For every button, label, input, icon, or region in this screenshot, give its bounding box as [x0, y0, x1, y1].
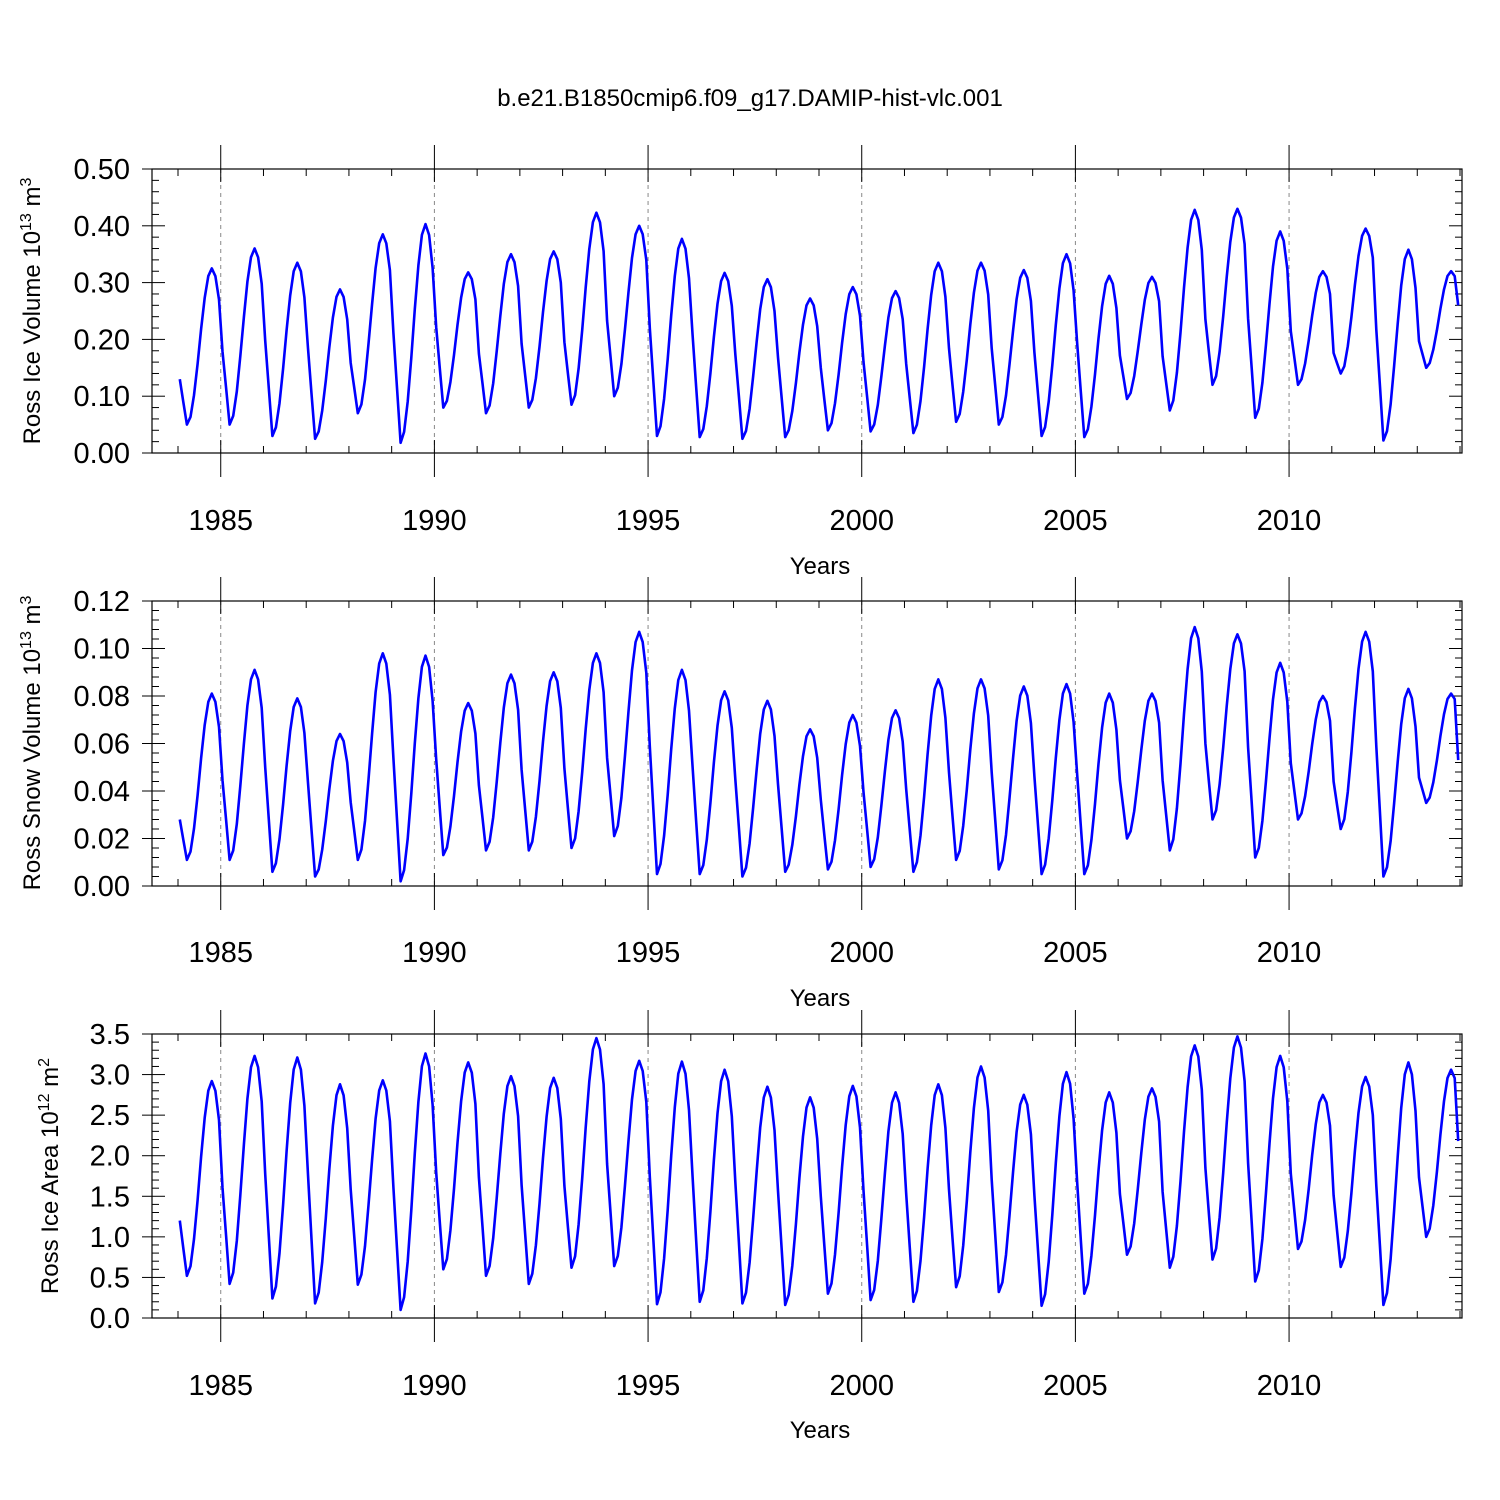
- snow-volume-x-axis-label: Years: [790, 985, 851, 1012]
- snow-volume-xtick-label: 2000: [829, 937, 894, 969]
- ice-volume-xtick-label: 2005: [1043, 505, 1108, 537]
- ice-volume-ytick-label: 0.20: [74, 324, 130, 356]
- snow-volume-ylabel-text: Ross Snow Volume 10: [19, 649, 46, 890]
- ice-volume-y-axis-label: Ross Ice Volume 1013 m3: [18, 177, 46, 444]
- ice-area-series-line: [178, 1035, 1460, 1312]
- ice-area-plot-frame: [151, 1033, 1463, 1319]
- ice-volume-xtick-label: 1990: [402, 505, 467, 537]
- ice-volume-ytick-label: 0.30: [74, 268, 130, 300]
- ice-volume-series-line: [178, 207, 1460, 445]
- ice-volume-ylabel-unit: m: [19, 186, 46, 213]
- snow-volume-y-axis-label: Ross Snow Volume 1013 m3: [18, 595, 46, 890]
- snow-volume-ytick-label: 0.06: [74, 729, 130, 761]
- snow-volume-xtick-label: 1985: [188, 937, 253, 969]
- ice-area-ytick-label: 3.0: [90, 1060, 130, 1092]
- ice-volume-ytick-label: 0.40: [74, 211, 130, 243]
- ice-volume-plot-frame: [151, 168, 1463, 454]
- snow-volume-ytick-label: 0.12: [74, 586, 130, 618]
- ice-volume-ylabel-unit-exp: 3: [18, 177, 35, 186]
- snow-volume-ylabel-exp: 13: [18, 631, 35, 649]
- ice-volume-ylabel-exp: 13: [18, 213, 35, 231]
- snow-volume-xtick-label: 1995: [616, 937, 681, 969]
- ice-volume-xtick-label: 2010: [1257, 505, 1322, 537]
- ice-volume-x-axis-label: Years: [790, 553, 851, 580]
- ice-area-ytick-label: 0.5: [90, 1262, 130, 1294]
- ice-area-x-axis-label: Years: [790, 1417, 851, 1444]
- ice-area-xtick-label: 1990: [402, 1370, 467, 1402]
- ice-volume-ylabel-text: Ross Ice Volume 10: [19, 231, 46, 444]
- ice-area-ytick-label: 1.5: [90, 1181, 130, 1213]
- ice-area-ytick-label: 0.0: [90, 1303, 130, 1335]
- snow-volume-series-line: [178, 625, 1460, 883]
- snow-volume-ytick-label: 0.10: [74, 634, 130, 666]
- ice-area-xtick-label: 1985: [188, 1370, 253, 1402]
- ice-volume-ytick-label: 0.10: [74, 381, 130, 413]
- ice-area-y-axis-label: Ross Ice Area 1012 m2: [36, 1058, 64, 1294]
- ice-volume-ytick-label: 0.50: [74, 154, 130, 186]
- ice-volume-ytick-label: 0.00: [74, 438, 130, 470]
- ice-area-xtick-label: 2005: [1043, 1370, 1108, 1402]
- ice-area-ytick-label: 2.0: [90, 1141, 130, 1173]
- ice-area-ylabel-unit: m: [37, 1067, 64, 1094]
- ice-area-panel: 0.0 0.5 1.0 1.5 2.0 2.5 3.0 3.5 1985 1990 1995 2000…: [36, 1010, 1463, 1444]
- figure-title: b.e21.B1850cmip6.f09_g17.DAMIP-hist-vlc.…: [497, 85, 1003, 112]
- snow-volume-plot-frame: [151, 600, 1463, 887]
- ice-area-ylabel-exp: 12: [36, 1093, 53, 1111]
- snow-volume-xtick-label: 2005: [1043, 937, 1108, 969]
- snow-volume-ytick-label: 0.04: [74, 776, 130, 808]
- snow-volume-ytick-label: 0.02: [74, 824, 130, 856]
- snow-volume-xtick-label: 1990: [402, 937, 467, 969]
- snow-volume-ytick-label: 0.08: [74, 681, 130, 713]
- ice-volume-panel: 0.00 0.10 0.20 0.30 0.40 0.50 1985 1990 1995 2000…: [18, 145, 1463, 580]
- snow-volume-panel: 0.00 0.02 0.04 0.06 0.08 0.10 0.12 1985 1990 1995…: [18, 577, 1463, 1012]
- ice-area-xtick-label: 2000: [829, 1370, 894, 1402]
- ice-area-ytick-label: 2.5: [90, 1100, 130, 1132]
- ice-area-ytick-label: 1.0: [90, 1222, 130, 1254]
- ice-area-ytick-label: 3.5: [90, 1019, 130, 1051]
- ice-volume-xtick-label: 1985: [188, 505, 253, 537]
- snow-volume-ytick-label: 0.00: [74, 871, 130, 903]
- ice-area-xtick-label: 2010: [1257, 1370, 1322, 1402]
- ice-volume-xtick-label: 2000: [829, 505, 894, 537]
- ice-area-ylabel-text: Ross Ice Area 10: [37, 1111, 64, 1294]
- ice-volume-xtick-label: 1995: [616, 505, 681, 537]
- ice-area-xtick-label: 1995: [616, 1370, 681, 1402]
- ice-area-ylabel-unit-exp: 2: [36, 1058, 53, 1067]
- snow-volume-xtick-label: 2010: [1257, 937, 1322, 969]
- snow-volume-ylabel-unit: m: [19, 604, 46, 631]
- snow-volume-ylabel-unit-exp: 3: [18, 595, 35, 604]
